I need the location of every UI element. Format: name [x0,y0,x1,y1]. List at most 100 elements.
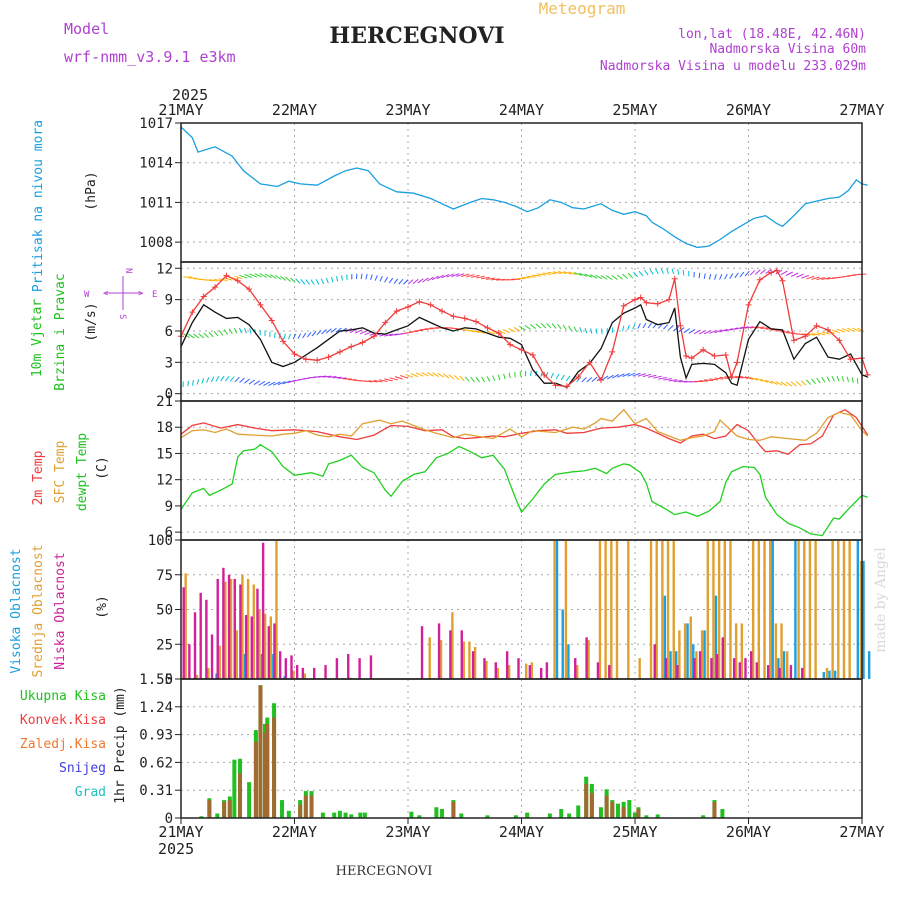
wind-arrow [297,333,302,339]
precip-bar-ukupna-kisa [337,810,342,818]
wind-arrow [201,378,205,384]
precip-bar-ukupna-kisa [627,800,632,818]
cloud-bar-srednja-oblacnost [524,663,528,679]
wind-arrow [529,323,536,330]
wind-gust-marker [637,294,644,301]
wind-gust-marker [711,353,718,360]
wind-arrow [466,274,475,278]
precip-bar-ukupna-kisa [434,807,439,818]
cloud-bar-niska-oblacnost [483,658,486,679]
wind-gust-marker [268,317,275,324]
wind-gust-marker [484,324,491,331]
wind-arrow [852,327,860,332]
precip-bar-konvek-kisa [636,809,641,818]
wind-arrow [795,273,804,278]
precip-bar-ukupna-kisa [598,807,603,818]
wind-panel: 12 9 6 3 0 [156,261,871,403]
wind-gust-marker [246,286,253,293]
cloud-bar-visoka-oblacnost [782,651,786,679]
cloud-bar-niska-oblacnost [284,658,288,679]
cloud-bar-niska-oblacnost [261,542,265,679]
pressure-title: Pritisak na nivou mora [31,120,46,292]
wind-arrow [432,372,439,378]
cloud-bar-srednja-oblacnost [564,540,568,679]
wind-arrow [497,374,501,381]
wind-arrow [801,274,810,279]
wind-arrow [653,375,662,379]
cloud-bar-srednja-oblacnost [672,540,675,679]
wind-arrow [660,268,664,274]
cloud-bar-niska-oblacnost [653,644,656,679]
wind-arrow [785,271,794,276]
wind-gust-marker [756,276,763,283]
wind-arrow [847,327,855,332]
wind-arrow [535,323,542,329]
wind-arrow [595,274,603,280]
wind-arrow [400,375,409,379]
wind-arrow [633,271,639,278]
wind-gust-marker [450,313,457,320]
cloud-bar-srednja-oblacnost [751,540,755,679]
precip-frame [180,678,863,819]
wind-arrow [584,273,593,278]
cloud-bar-niska-oblacnost [301,667,305,679]
wind-arrow [821,376,826,383]
cloud-bar-niska-oblacnost [789,665,793,679]
cloud-bar-niska-oblacnost [239,584,242,679]
pressure-frame [180,122,863,263]
cloud-bar-niska-oblacnost [698,651,702,679]
wind-arrow [248,379,256,385]
wind-gust-marker [677,322,684,329]
wind-arrow [612,374,620,379]
wind-arrow [760,269,767,275]
wind-arrow [668,379,678,382]
wind-arrow [821,277,831,281]
cloud-bar-srednja-oblacnost [842,540,846,679]
cloud-bar-srednja-oblacnost [831,540,834,679]
wind-gust-marker [518,346,525,353]
coords-label: lon,lat (18.48E, 42.46N) [678,27,866,42]
precip-bar-konvek-kisa [222,801,227,818]
wind-arrow [581,377,587,383]
cloud-bar-srednja-oblacnost [207,667,210,679]
wind-arrow [215,375,220,382]
cloud-bar-srednja-oblacnost [706,540,709,679]
wind-arrow [627,372,636,377]
wind-gust-marker [541,371,548,378]
cloud-bar-niska-oblacnost [216,578,219,679]
wind-gust-marker [507,341,514,348]
wind-arrow [627,324,630,331]
wind-arrow [321,329,327,335]
wind-gust-marker [683,353,690,360]
wind-arrow [816,276,825,281]
wind-gust-marker [773,267,780,274]
wind-arrow [530,370,532,377]
precip-bar-konvek-kisa [298,804,303,818]
wind-arrow [816,377,821,384]
wind-arrow [514,371,516,378]
wind-arrow [831,329,840,334]
wind-arrow [238,327,243,334]
wind-arrow [280,275,287,281]
precip-bar-ukupna-kisa [358,812,363,818]
cloud-bar-srednja-oblacnost [269,616,272,679]
wind-arrow [431,275,439,281]
wind-arrow [563,271,572,275]
wind-arrow [857,327,865,333]
wind-arrow [795,381,802,387]
wind-arrow [393,278,399,285]
wind-arrow [203,279,213,282]
wind-arrow [537,273,546,276]
precip-bar-ukupna-kisa [362,812,367,818]
cloud-bar-niska-oblacnost [347,653,350,679]
precip-ytick-label: 0.93 [139,728,173,744]
wind-gust-marker [280,338,287,345]
model-name: wrf-nmm_v3.9.1 e3km [64,48,236,66]
precip-bar-ukupna-kisa [701,815,706,818]
wind-arrow [573,272,582,276]
wind-arrow [682,270,685,276]
wind-arrow [540,323,547,329]
wind-arrow [811,378,816,385]
cloud-bar-niska-oblacnost [596,662,600,679]
wind-gust-marker [552,382,559,389]
